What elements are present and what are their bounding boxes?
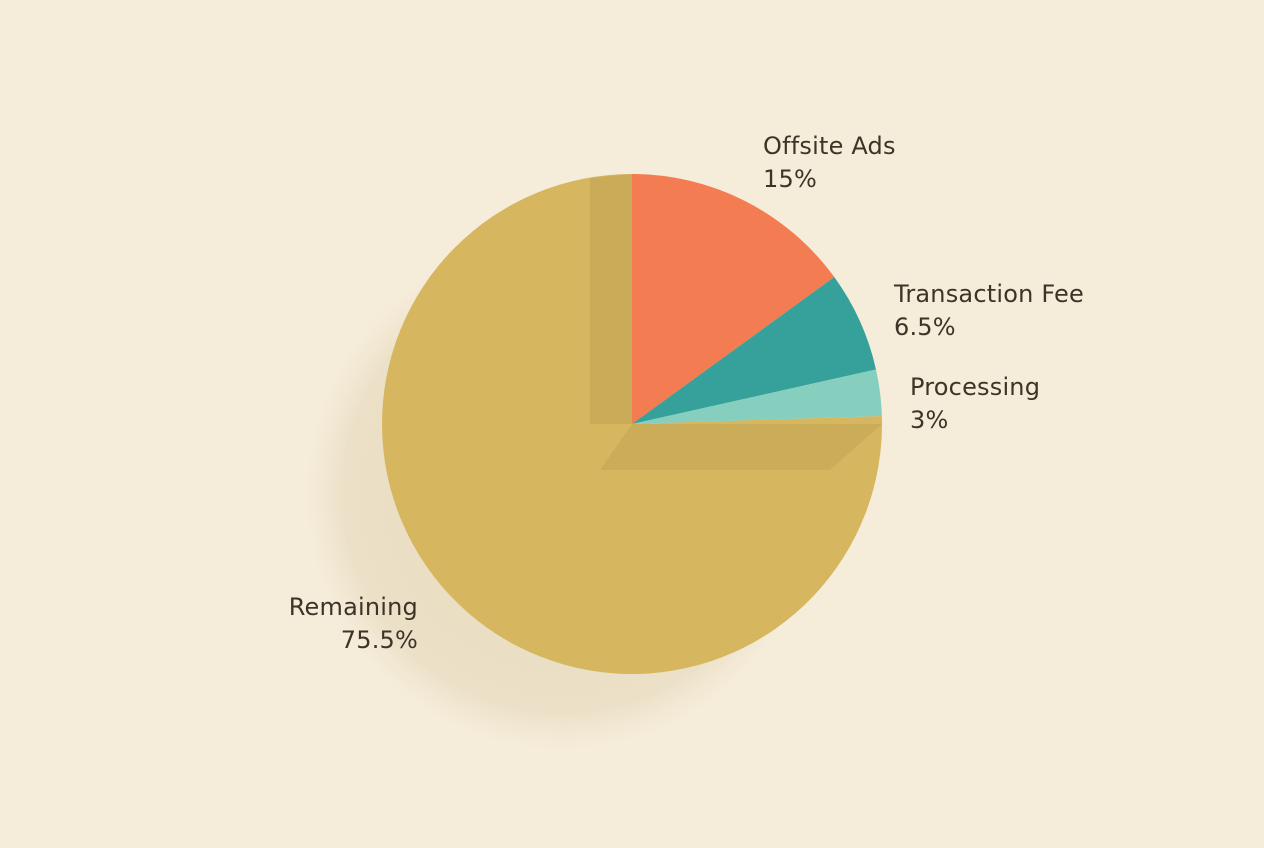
- pie-slice-processing: [632, 369, 882, 424]
- label-remaining-name: Remaining: [288, 593, 418, 621]
- pie-slice-remaining: [382, 174, 883, 674]
- label-remaining: Remaining 75.5%: [270, 591, 418, 657]
- label-processing: Processing 3%: [910, 371, 1040, 437]
- pie-slice-transaction-fee: [632, 277, 876, 424]
- label-offsite-ads-name: Offsite Ads: [763, 132, 896, 160]
- label-transaction-fee: Transaction Fee 6.5%: [894, 278, 1084, 344]
- pie-slice-offsite-ads: [632, 174, 835, 424]
- label-processing-value: 3%: [910, 406, 949, 434]
- label-remaining-value: 75.5%: [340, 626, 418, 654]
- label-offsite-ads: Offsite Ads 15%: [763, 130, 896, 196]
- pie-slices: [382, 174, 883, 674]
- label-transaction-fee-name: Transaction Fee: [894, 280, 1084, 308]
- pie-depth-shade-vertical: [590, 174, 632, 424]
- label-transaction-fee-value: 6.5%: [894, 313, 956, 341]
- label-offsite-ads-value: 15%: [763, 165, 817, 193]
- label-processing-name: Processing: [910, 373, 1041, 401]
- pie-depth-shade-horizontal: [600, 424, 882, 470]
